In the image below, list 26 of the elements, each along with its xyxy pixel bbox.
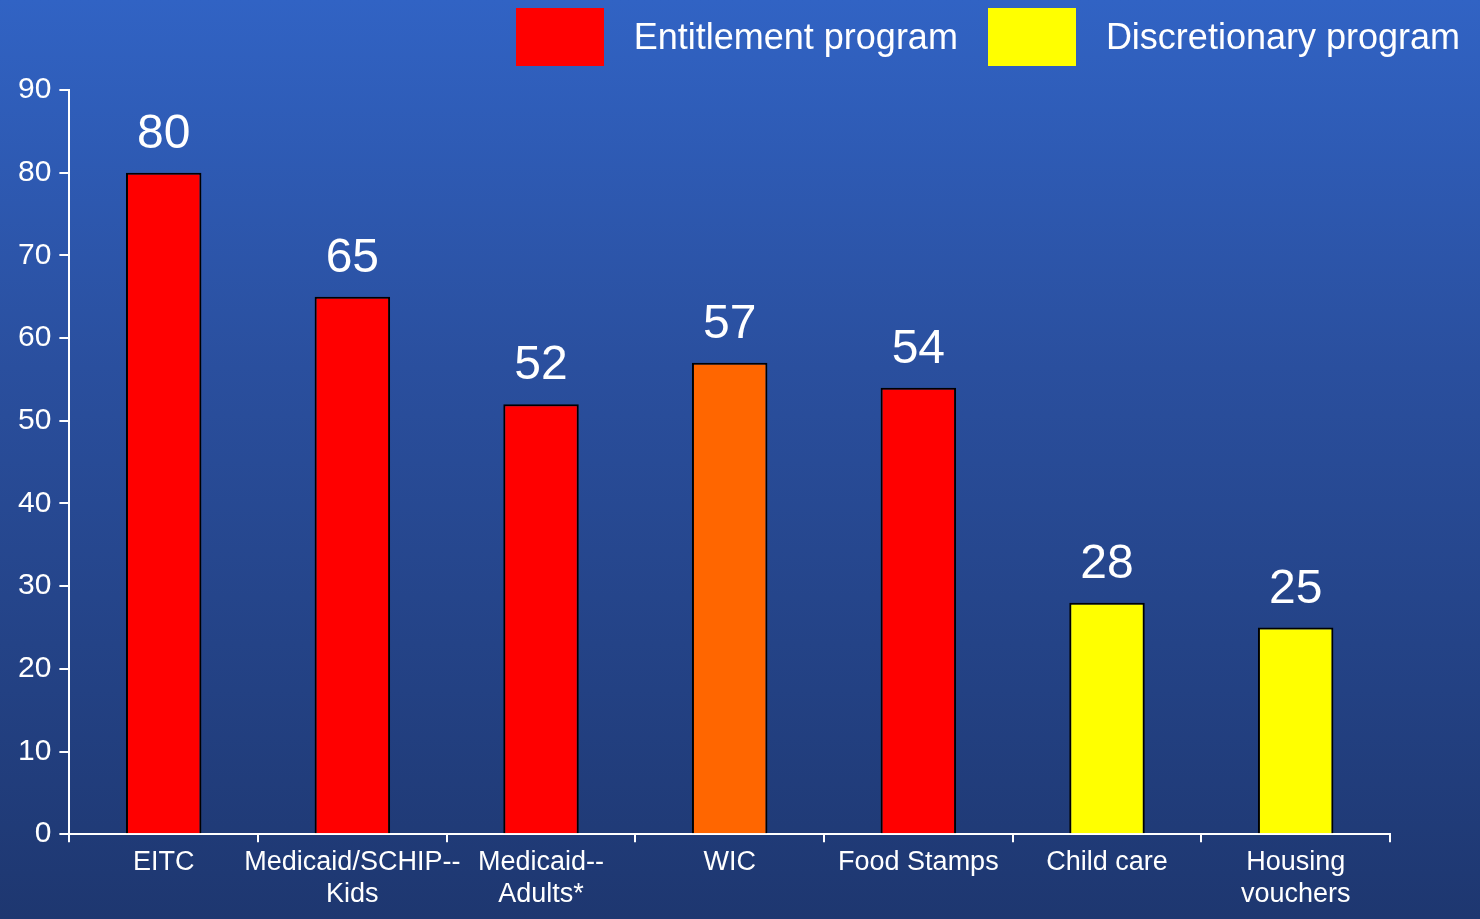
legend-label: Discretionary program xyxy=(1105,16,1460,58)
data-label: 25 xyxy=(1268,559,1323,613)
y-tick-label: 10 xyxy=(17,732,52,766)
y-tick-label: 80 xyxy=(17,153,52,187)
y-tick-label: 20 xyxy=(17,650,52,684)
y-tick-label: 40 xyxy=(17,484,52,518)
data-label: 57 xyxy=(702,295,757,349)
x-tick-label: EITC xyxy=(132,845,195,876)
x-tick-label: WIC xyxy=(703,845,756,876)
data-label: 28 xyxy=(1080,534,1134,588)
x-tick-label: Child care xyxy=(1046,845,1168,876)
x-tick-label: Medicaid/SCHIP--Kids xyxy=(244,845,461,909)
y-tick-label: 60 xyxy=(17,319,52,353)
y-tick-label: 50 xyxy=(17,402,52,436)
data-label: 54 xyxy=(891,319,946,373)
x-tick-label: Housing vouchers xyxy=(1240,845,1351,909)
y-tick-label: 70 xyxy=(17,236,52,270)
y-tick-label: 0 xyxy=(34,815,52,849)
data-label: 65 xyxy=(325,228,380,282)
x-tick-label: Medicaid--Adults* xyxy=(478,845,605,909)
data-label: 80 xyxy=(137,104,191,158)
data-label: 52 xyxy=(514,336,568,390)
y-tick-label: 90 xyxy=(17,71,52,105)
legend-label: Entitlement program xyxy=(633,16,958,58)
x-tick-label: Food Stamps xyxy=(838,845,999,876)
y-tick-label: 30 xyxy=(17,567,52,601)
